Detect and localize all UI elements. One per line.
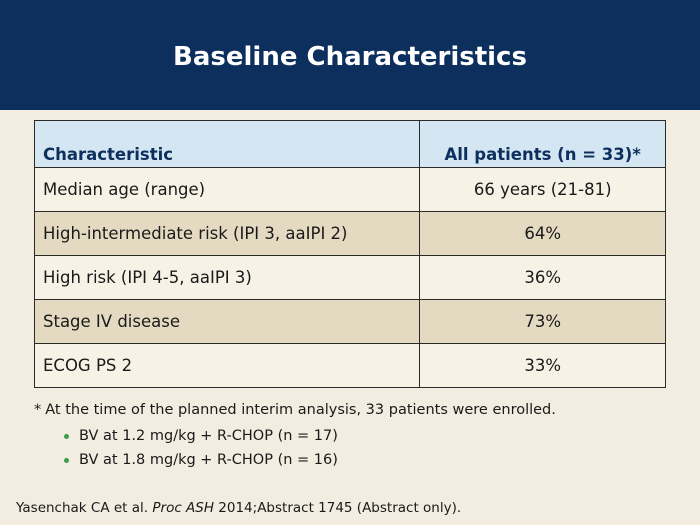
citation-authors: Yasenchak CA et al. [16,500,153,516]
list-item: BV at 1.8 mg/kg + R-CHOP (n = 16) [64,448,338,472]
row-value: 66 years (21-81) [419,167,666,212]
list-item-text: BV at 1.2 mg/kg + R-CHOP (n = 17) [79,428,338,444]
bullet-icon [64,457,69,463]
citation: Yasenchak CA et al. Proc ASH 2014;Abstra… [16,500,461,516]
table-row: Median age (range) 66 years (21-81) [33,167,666,212]
row-label: Stage IV disease [33,299,421,344]
footnote-text: At the time of the planned interim analy… [45,402,556,418]
row-label: ECOG PS 2 [33,343,421,388]
row-label: High risk (IPI 4-5, aaIPI 3) [33,255,421,300]
footnote-bullet-list: BV at 1.2 mg/kg + R-CHOP (n = 17) BV at … [64,424,338,472]
row-value: 73% [419,299,666,344]
column-header-all-patients: All patients (n = 33)* [419,120,666,168]
table-row: ECOG PS 2 33% [33,343,666,388]
table-header-row: Characteristic All patients (n = 33)* [33,120,666,168]
bullet-icon [64,433,69,439]
list-item: BV at 1.2 mg/kg + R-CHOP (n = 17) [64,424,338,448]
footnote: * At the time of the planned interim anal… [34,402,556,418]
list-item-text: BV at 1.8 mg/kg + R-CHOP (n = 16) [79,452,338,468]
row-value: 33% [419,343,666,388]
row-label: Median age (range) [33,167,421,212]
table-row: Stage IV disease 73% [33,299,666,344]
column-header-characteristic: Characteristic [33,120,421,168]
citation-details: 2014;Abstract 1745 (Abstract only). [214,500,462,516]
row-value: 64% [419,211,666,256]
baseline-table: Characteristic All patients (n = 33)* Me… [33,120,666,388]
citation-journal: Proc ASH [152,500,214,516]
footnote-marker: * [34,402,42,418]
row-label: High-intermediate risk (IPI 3, aaIPI 2) [33,211,421,256]
table-row: High-intermediate risk (IPI 3, aaIPI 2) … [33,211,666,256]
table-row: High risk (IPI 4-5, aaIPI 3) 36% [33,255,666,300]
title-bar: Baseline Characteristics [0,0,700,110]
slide-title: Baseline Characteristics [173,42,527,72]
row-value: 36% [419,255,666,300]
